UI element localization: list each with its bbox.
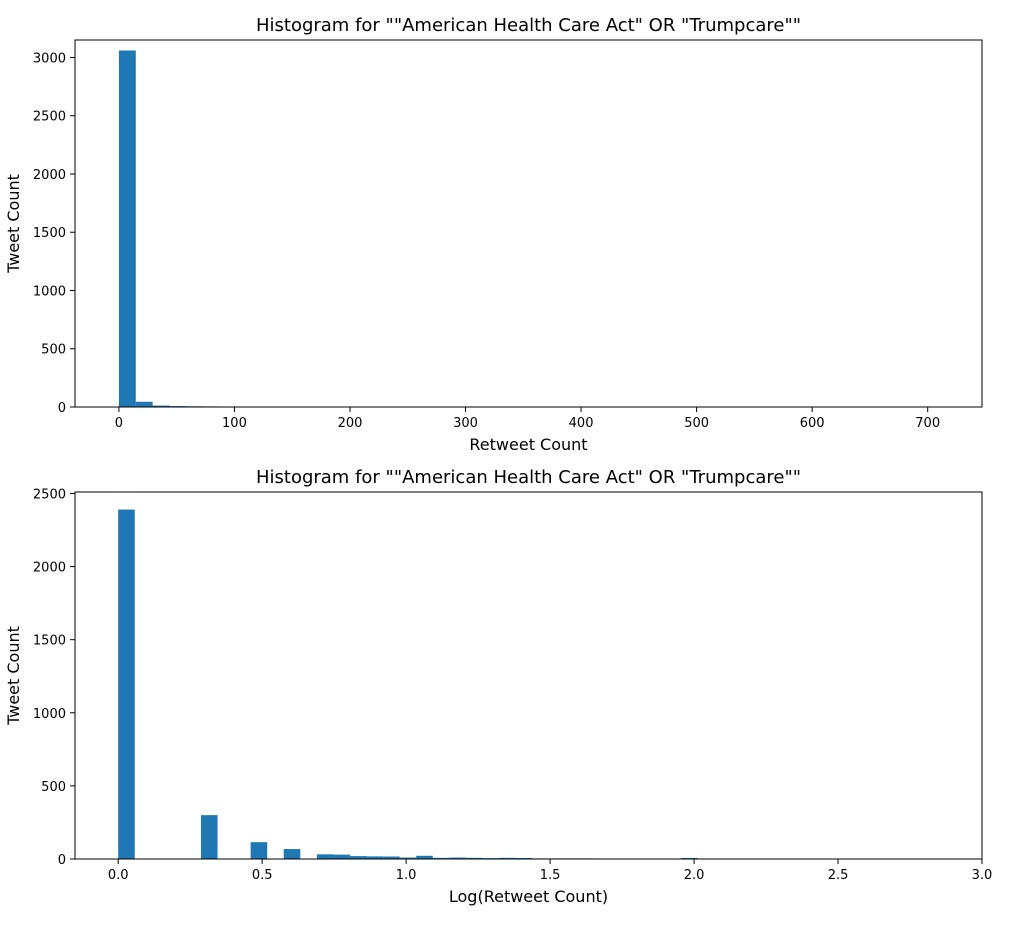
histogram-bar	[200, 815, 218, 859]
histogram-bar	[118, 509, 135, 859]
histogram-bar	[416, 855, 433, 859]
y-tick-label: 1000	[33, 707, 66, 722]
histogram-bar	[465, 857, 483, 859]
histogram-bar	[366, 856, 384, 859]
chart-2: 0.0 0.5 1.0 1.5 2.0 2.5 3.0 0 500 1000 1500 2000 250…	[4, 467, 992, 906]
x-tick-label: 400	[569, 416, 594, 431]
plot-frame	[74, 491, 983, 860]
histogram-bar	[498, 857, 516, 859]
x-tick-label: 700	[915, 416, 940, 431]
y-tick-label: 0	[58, 401, 66, 416]
x-tick-label: 1.0	[396, 868, 417, 883]
y-axis-label: Tweet Count	[4, 174, 23, 274]
x-axis-label: Retweet Count	[469, 435, 587, 454]
x-tick-label: 2.5	[828, 868, 849, 883]
histogram-bar	[383, 856, 400, 859]
x-tick-label: 3.0	[972, 868, 993, 883]
histogram-bar	[316, 854, 334, 859]
x-tick-label: 0.0	[108, 868, 129, 883]
y-tick-label: 2000	[33, 561, 66, 576]
histogram-bar	[681, 857, 698, 859]
plot-frame	[74, 39, 983, 408]
y-axis-label: Tweet Count	[4, 626, 23, 726]
histogram-bar	[349, 856, 367, 859]
chart-title: Histogram for ""American Health Care Act…	[256, 15, 801, 36]
y-tick-label: 2500	[33, 110, 66, 125]
x-tick-label: 200	[338, 416, 363, 431]
y-tick-label: 1000	[33, 284, 66, 299]
histogram-bar	[432, 857, 450, 859]
histogram-bar	[449, 857, 466, 859]
x-tick-label: 0.5	[252, 868, 273, 883]
x-axis-label: Log(Retweet Count)	[449, 887, 608, 906]
bars	[118, 50, 389, 408]
x-tick-label: 600	[800, 416, 825, 431]
chart-title: Histogram for ""American Health Care Act…	[256, 467, 801, 488]
y-tick-label: 2000	[33, 168, 66, 183]
x-tick-label: 100	[222, 416, 247, 431]
x-tick-label: 300	[453, 416, 478, 431]
y-tick-label: 0	[58, 853, 66, 868]
y-tick-label: 1500	[33, 634, 66, 649]
y-tick-label: 500	[41, 343, 66, 358]
bars	[118, 509, 847, 859]
chart-1: 0 100 200 300 400 500 600 700 0 500 1000 1500 2000 25…	[4, 15, 983, 454]
histogram-bar	[333, 854, 350, 859]
y-tick-label: 2500	[33, 487, 66, 502]
y-tick-label: 3000	[33, 51, 66, 66]
histogram-bar	[283, 849, 301, 859]
x-tick-label: 1.5	[540, 868, 561, 883]
y-tick-label: 500	[41, 780, 66, 795]
histogram-bar	[515, 857, 533, 859]
x-tick-label: 2.0	[684, 868, 705, 883]
histogram-bar	[135, 401, 153, 407]
y-tick-label: 1500	[33, 226, 66, 241]
histogram-bar	[152, 405, 170, 407]
x-tick-label: 500	[684, 416, 709, 431]
histogram-bar	[118, 50, 136, 408]
histogram-bar	[399, 857, 417, 859]
histogram-bar	[250, 842, 268, 859]
x-tick-label: 0	[115, 416, 123, 431]
